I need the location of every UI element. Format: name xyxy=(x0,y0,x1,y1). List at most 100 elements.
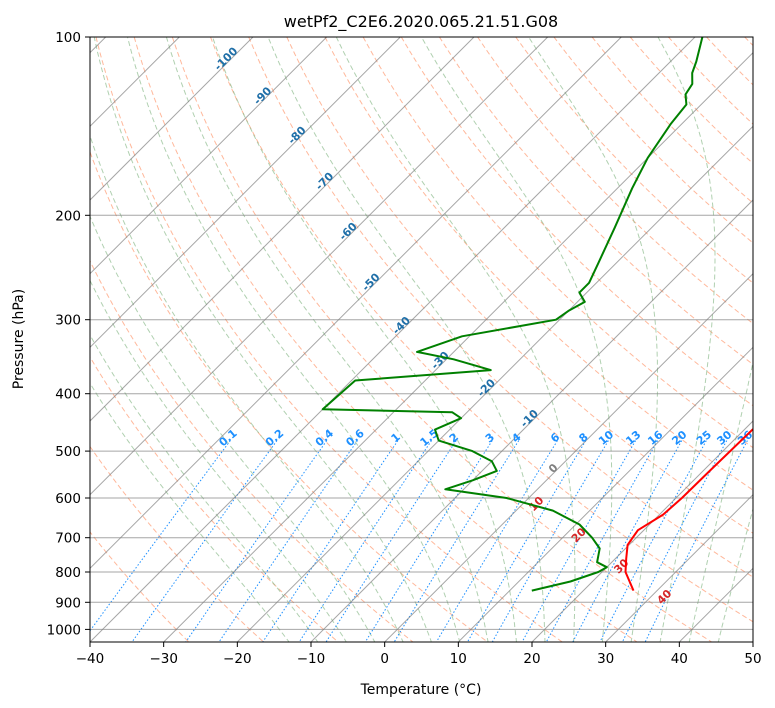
dry-adiabat xyxy=(133,37,638,642)
x-axis-label: Temperature (°C) xyxy=(360,682,482,698)
moist-adiabat xyxy=(212,37,517,642)
dry-adiabat xyxy=(210,37,753,623)
isotherm-line xyxy=(90,37,696,642)
mixing-ratio-label: 13 xyxy=(623,428,643,448)
x-tick-label: 50 xyxy=(744,651,761,667)
mixing-ratio-label: 1 xyxy=(389,430,403,445)
isotherm-label: -50 xyxy=(359,270,382,293)
moist-adiabat xyxy=(528,37,659,642)
moist-adiabat xyxy=(335,37,576,642)
dry-adiabat xyxy=(90,531,190,642)
moist-adiabat xyxy=(165,37,489,642)
y-tick-label: 600 xyxy=(55,491,81,507)
moist-adiabat xyxy=(90,215,376,642)
dry-adiabat xyxy=(400,37,753,407)
isotherm-line xyxy=(605,493,753,642)
dry-adiabat xyxy=(90,150,488,642)
isotherm-line xyxy=(90,37,328,275)
moist-adiabat xyxy=(93,37,432,642)
moist-adiabat xyxy=(90,279,347,642)
dewpoint-line xyxy=(321,37,704,592)
moist-adiabat xyxy=(688,359,753,642)
isotherm-line xyxy=(90,37,401,349)
isotherm-line xyxy=(90,37,549,496)
dry-adiabat xyxy=(90,445,264,642)
dry-adiabat xyxy=(95,37,563,642)
x-tick-label: 20 xyxy=(523,651,540,667)
mixing-ratio-line xyxy=(364,440,493,642)
isotherm-label: -60 xyxy=(337,220,360,243)
isotherm-label: -40 xyxy=(390,314,413,337)
dry-adiabat xyxy=(591,37,753,204)
isotherm-line xyxy=(90,37,622,570)
x-tick-label: −30 xyxy=(149,651,178,667)
x-tick-label: 30 xyxy=(597,651,614,667)
chart-title: wetPf2_C2E6.2020.065.21.51.G08 xyxy=(284,12,558,32)
mixing-ratio-label: 8 xyxy=(576,430,590,445)
dry-adiabat xyxy=(629,37,753,165)
moist-adiabat xyxy=(267,37,546,642)
mixing-ratio-label: 0.4 xyxy=(313,426,337,449)
mixing-ratio-label: 25 xyxy=(694,428,714,448)
mixing-ratio-label: 10 xyxy=(596,428,616,448)
mixing-ratio-label: 16 xyxy=(645,428,665,448)
x-tick-label: −20 xyxy=(223,651,252,667)
y-tick-label: 800 xyxy=(55,565,81,581)
x-tick-label: 0 xyxy=(380,651,389,667)
dry-adiabat xyxy=(90,355,339,642)
y-tick-label: 300 xyxy=(55,313,81,329)
plot-frame xyxy=(89,36,754,643)
mixing-ratio-line xyxy=(131,440,278,642)
dry-adiabat xyxy=(324,37,753,491)
isotherm-line xyxy=(384,272,753,642)
isotherm-label: -70 xyxy=(313,170,336,193)
mixing-ratio-line xyxy=(393,440,520,642)
isotherm-line xyxy=(752,641,753,642)
isotherm-label: -80 xyxy=(285,124,308,147)
x-tick-label: −10 xyxy=(297,651,326,667)
moist-adiabat xyxy=(127,37,461,642)
moist-adiabat xyxy=(717,507,753,642)
isotherm-line xyxy=(90,37,254,201)
mixing-ratio-label: 30 xyxy=(714,428,734,448)
mixing-ratio-line xyxy=(262,440,399,642)
mixing-ratio-label: 0.2 xyxy=(263,427,286,449)
dry-adiabat xyxy=(706,37,753,86)
mixing-ratio-line xyxy=(467,440,587,642)
dry-adiabat xyxy=(171,37,712,642)
y-tick-label: 1000 xyxy=(47,622,81,638)
isotherm-line xyxy=(678,567,753,642)
mixing-ratio-line xyxy=(545,440,659,642)
mixing-ratio-line xyxy=(185,440,328,642)
y-tick-label: 900 xyxy=(55,595,81,611)
dry-adiabat xyxy=(90,259,414,642)
x-tick-label: −40 xyxy=(76,651,105,667)
isotherm-line xyxy=(457,346,753,642)
moist-adiabat xyxy=(90,134,404,642)
dry-adiabat xyxy=(553,37,753,244)
mixing-ratio-line xyxy=(599,440,707,642)
isotherm-label: -100 xyxy=(212,44,241,73)
dry-adiabat xyxy=(668,37,753,125)
isotherm-line xyxy=(531,420,753,642)
isotherm-line xyxy=(310,199,753,642)
temperature-line xyxy=(624,428,753,591)
moist-adiabat xyxy=(90,333,319,642)
x-tick-label: 40 xyxy=(671,651,688,667)
dry-adiabat xyxy=(248,37,753,578)
dry-adiabat xyxy=(286,37,753,534)
isotherm-line xyxy=(236,125,753,642)
y-tick-label: 200 xyxy=(55,208,81,224)
mixing-ratio-label: 0.6 xyxy=(344,426,368,449)
dry-adiabat xyxy=(438,37,753,365)
x-tick-label: 10 xyxy=(450,651,467,667)
dry-adiabat xyxy=(515,37,753,284)
isotherm-label: -30 xyxy=(429,349,452,372)
mixing-ratio-line xyxy=(218,440,358,642)
y-tick-label: 700 xyxy=(55,531,81,547)
mixing-ratio-line xyxy=(435,440,558,642)
mixing-ratio-line xyxy=(491,440,609,642)
mixing-ratio-label: 20 xyxy=(669,428,689,448)
y-tick-label: 500 xyxy=(55,444,81,460)
